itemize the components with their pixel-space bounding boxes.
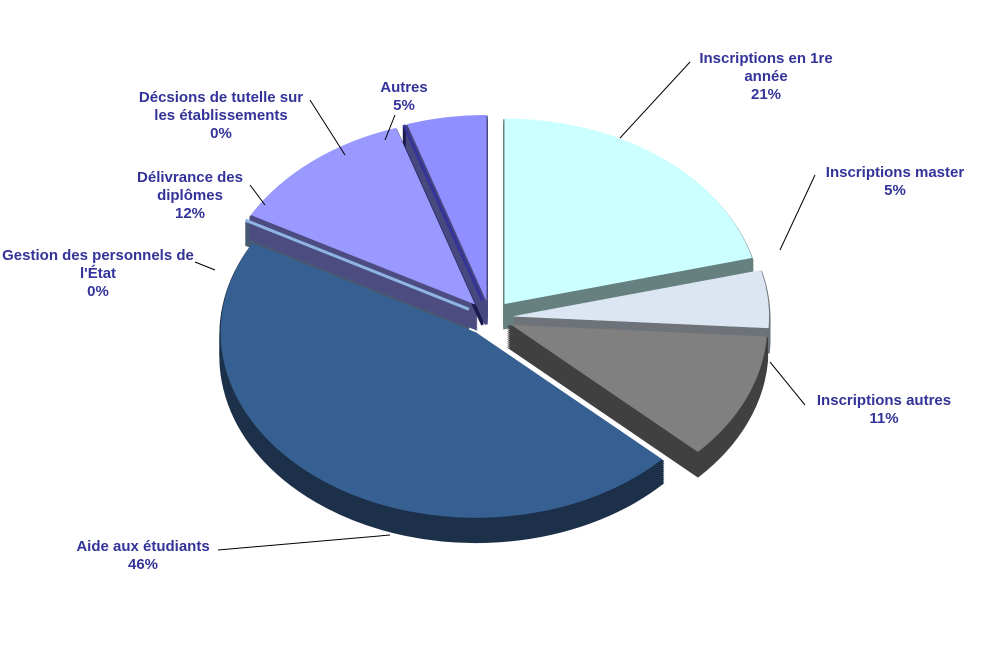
category-name: Gestion des personnels de l'État: [2, 247, 194, 282]
slice: [250, 127, 476, 305]
category-name: Décsions de tutelle sur les établissemen…: [138, 89, 304, 124]
category-name: Autres: [380, 79, 428, 96]
value-label: 12%: [174, 205, 206, 222]
slice: [511, 324, 767, 453]
value-label: 46%: [127, 556, 159, 573]
leader-line: [779, 174, 816, 251]
category-name: Délivrance des diplômes: [137, 169, 243, 204]
slice-label: Autres 5%: [364, 79, 444, 115]
value-label: 21%: [750, 86, 782, 103]
slice-label: Aide aux étudiants 46%: [58, 538, 228, 574]
slice-label: Inscriptions en 1re année 21%: [681, 50, 851, 104]
slice: [504, 118, 753, 305]
leader-line: [309, 99, 346, 156]
leader-line: [194, 261, 216, 271]
slice-label: Inscriptions master 5%: [810, 164, 980, 200]
leader-line: [217, 534, 391, 551]
slice: [513, 270, 770, 329]
category-name: Inscriptions en 1re année: [699, 50, 833, 85]
slice: [220, 243, 663, 518]
category-name: Inscriptions autres: [816, 392, 952, 409]
leader-line: [769, 361, 806, 406]
leader-line: [384, 114, 396, 141]
category-name: Aide aux étudiants: [76, 538, 210, 555]
leader-line: [619, 61, 691, 139]
slice: [402, 124, 484, 302]
pie-tops: [220, 114, 770, 518]
slice-label: Gestion des personnels de l'État 0%: [1, 247, 196, 301]
value-label: 11%: [869, 410, 899, 427]
slice: [407, 114, 487, 301]
value-label: 5%: [393, 97, 415, 114]
value-label: 5%: [884, 182, 906, 199]
slice-label: Délivrance des diplômes 12%: [120, 169, 260, 223]
value-label: 0%: [87, 283, 109, 300]
value-label: 0%: [210, 125, 232, 142]
slice-label: Décsions de tutelle sur les établissemen…: [129, 89, 314, 143]
slice-label: Inscriptions autres 11%: [799, 392, 969, 428]
leader-line: [249, 184, 266, 206]
category-name: Inscriptions master: [825, 164, 965, 181]
